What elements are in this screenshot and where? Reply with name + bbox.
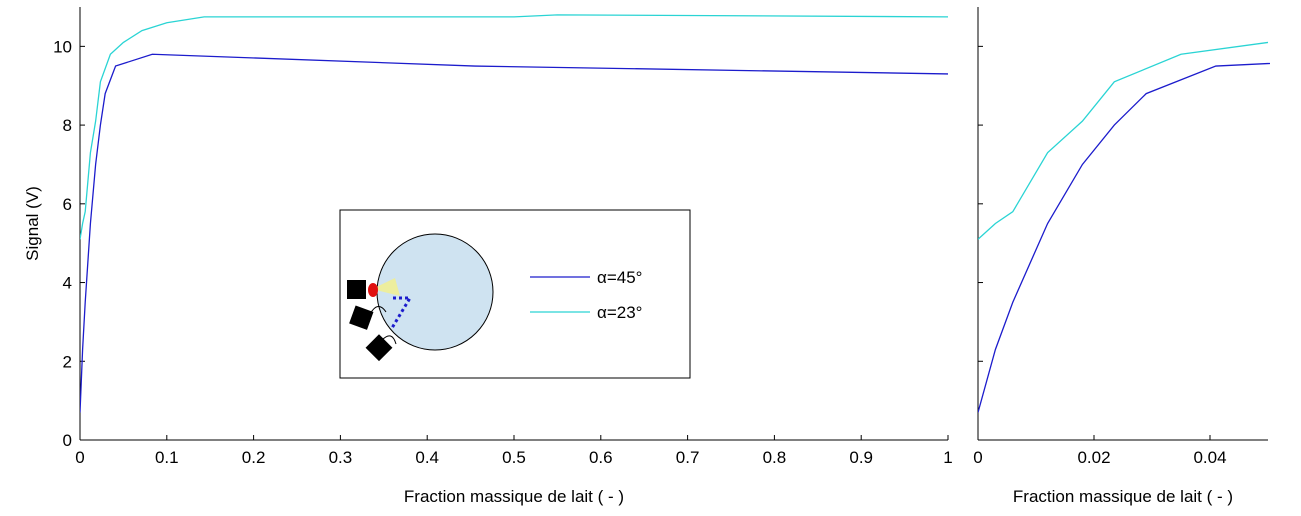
x-tick-label: 0.2: [242, 448, 266, 467]
y-tick-label: 2: [63, 352, 72, 371]
x-tick-label: 0.1: [155, 448, 179, 467]
detector-arc: [369, 306, 397, 345]
x-tick-label: 0.4: [415, 448, 439, 467]
x-tick-label: 0.02: [1077, 448, 1110, 467]
x-tick-label: 0.3: [329, 448, 353, 467]
plot-area: [978, 41, 1270, 413]
detector: [349, 305, 374, 330]
x-tick-label: 0.5: [502, 448, 526, 467]
series-line: [978, 41, 1269, 240]
detector: [347, 280, 366, 299]
x-tick-label: 1: [943, 448, 952, 467]
series-line: [80, 14, 949, 240]
y-tick-label: 0: [63, 431, 72, 450]
y-tick-label: 6: [63, 195, 72, 214]
x-axis-label: Fraction massique de lait ( - ): [404, 487, 624, 506]
source: [368, 283, 378, 297]
y-tick-label: 8: [63, 116, 72, 135]
x-tick-label: 0: [75, 448, 84, 467]
x-tick-label: 0.04: [1193, 448, 1226, 467]
inset: [339, 209, 691, 379]
x-tick-label: 0: [973, 448, 982, 467]
plot-area: [80, 14, 949, 413]
series-line: [978, 62, 1270, 413]
y-tick-label: 4: [63, 274, 72, 293]
series-line: [80, 53, 949, 413]
x-tick-label: 0.9: [849, 448, 873, 467]
x-tick-label: 0.6: [589, 448, 613, 467]
x-tick-label: 0.8: [763, 448, 787, 467]
detector: [365, 334, 393, 362]
y-axis-label: Signal (V): [23, 186, 42, 261]
x-tick-label: 0.7: [676, 448, 700, 467]
legend-label: α=23°: [597, 303, 642, 322]
x-axis-label: Fraction massique de lait ( - ): [1013, 487, 1233, 506]
legend-label: α=45°: [597, 268, 642, 287]
y-tick-label: 10: [53, 37, 72, 56]
beam: [372, 278, 400, 296]
